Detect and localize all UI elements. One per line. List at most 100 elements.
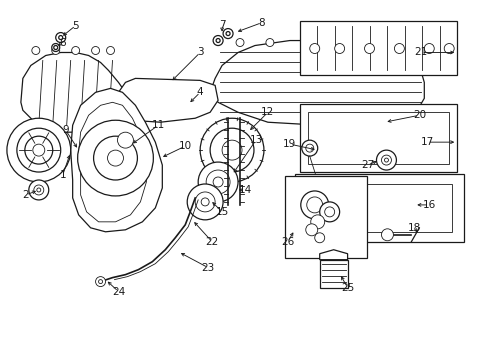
- Text: 10: 10: [178, 141, 191, 151]
- Text: 24: 24: [112, 287, 125, 297]
- Text: 12: 12: [261, 107, 274, 117]
- Polygon shape: [210, 41, 424, 125]
- Circle shape: [236, 39, 244, 46]
- Text: 18: 18: [407, 223, 420, 233]
- Circle shape: [213, 177, 223, 187]
- Text: 23: 23: [201, 263, 214, 273]
- Circle shape: [213, 36, 223, 45]
- Text: 11: 11: [151, 120, 164, 130]
- Circle shape: [424, 44, 433, 54]
- Circle shape: [32, 46, 40, 54]
- Circle shape: [305, 224, 317, 236]
- Circle shape: [91, 46, 100, 54]
- Text: 19: 19: [283, 139, 296, 149]
- Polygon shape: [21, 53, 125, 132]
- Circle shape: [346, 116, 354, 124]
- Polygon shape: [371, 120, 383, 136]
- Bar: [307, 112, 448, 164]
- Text: 8: 8: [258, 18, 264, 28]
- Circle shape: [370, 39, 378, 46]
- Circle shape: [331, 112, 339, 120]
- Circle shape: [7, 118, 71, 182]
- Circle shape: [381, 229, 393, 241]
- Circle shape: [301, 140, 317, 156]
- Circle shape: [59, 36, 62, 40]
- Circle shape: [187, 184, 223, 220]
- Polygon shape: [118, 78, 218, 122]
- Circle shape: [54, 45, 58, 50]
- Circle shape: [376, 150, 396, 170]
- Bar: [294, 174, 463, 242]
- Text: 1: 1: [59, 170, 66, 180]
- Circle shape: [335, 39, 343, 46]
- Circle shape: [223, 28, 233, 39]
- Circle shape: [400, 39, 407, 46]
- Circle shape: [95, 276, 105, 287]
- Circle shape: [314, 233, 324, 243]
- Circle shape: [443, 44, 453, 54]
- Circle shape: [25, 136, 53, 164]
- Circle shape: [93, 136, 137, 180]
- Circle shape: [300, 191, 328, 219]
- Circle shape: [29, 180, 49, 200]
- Text: 20: 20: [412, 110, 425, 120]
- Circle shape: [37, 188, 41, 192]
- Circle shape: [210, 128, 253, 172]
- Circle shape: [306, 197, 322, 213]
- Circle shape: [201, 198, 209, 206]
- Bar: [319, 260, 347, 288]
- Circle shape: [359, 121, 367, 129]
- Circle shape: [373, 124, 381, 132]
- Circle shape: [305, 144, 313, 152]
- Circle shape: [106, 46, 114, 54]
- Polygon shape: [319, 250, 347, 260]
- Circle shape: [300, 39, 308, 46]
- Text: 26: 26: [281, 237, 294, 247]
- Circle shape: [384, 158, 387, 162]
- Circle shape: [17, 128, 61, 172]
- Circle shape: [319, 202, 339, 222]
- Text: 25: 25: [340, 283, 353, 293]
- Circle shape: [117, 132, 133, 148]
- Text: 16: 16: [422, 200, 435, 210]
- Text: 17: 17: [420, 137, 433, 147]
- Circle shape: [72, 46, 80, 54]
- Circle shape: [78, 120, 153, 196]
- Circle shape: [33, 144, 45, 156]
- Circle shape: [200, 118, 264, 182]
- Circle shape: [99, 280, 102, 284]
- Text: 4: 4: [197, 87, 203, 97]
- Circle shape: [198, 162, 238, 202]
- Text: 21: 21: [414, 48, 427, 58]
- Text: 2: 2: [22, 190, 29, 200]
- Bar: [299, 104, 456, 172]
- Text: 3: 3: [197, 48, 203, 58]
- Circle shape: [195, 192, 215, 212]
- Text: 14: 14: [238, 185, 251, 195]
- Circle shape: [364, 44, 374, 54]
- Circle shape: [316, 108, 324, 116]
- Circle shape: [107, 150, 123, 166]
- Circle shape: [206, 170, 229, 194]
- Text: 7: 7: [218, 19, 225, 30]
- Circle shape: [216, 39, 220, 42]
- Circle shape: [265, 39, 273, 46]
- Circle shape: [225, 32, 229, 36]
- Text: 5: 5: [72, 21, 79, 31]
- Text: 13: 13: [249, 135, 262, 145]
- Text: 22: 22: [205, 237, 218, 247]
- Text: 9: 9: [62, 125, 69, 135]
- Circle shape: [310, 215, 324, 229]
- Polygon shape: [314, 104, 326, 120]
- Bar: [299, 21, 456, 75]
- Circle shape: [52, 46, 60, 54]
- Polygon shape: [344, 112, 356, 128]
- Text: 15: 15: [215, 207, 228, 217]
- Circle shape: [52, 44, 60, 51]
- Polygon shape: [71, 88, 162, 232]
- Circle shape: [334, 44, 344, 54]
- Circle shape: [222, 140, 242, 160]
- Circle shape: [394, 44, 404, 54]
- Bar: [285, 176, 366, 258]
- Bar: [306, 184, 451, 232]
